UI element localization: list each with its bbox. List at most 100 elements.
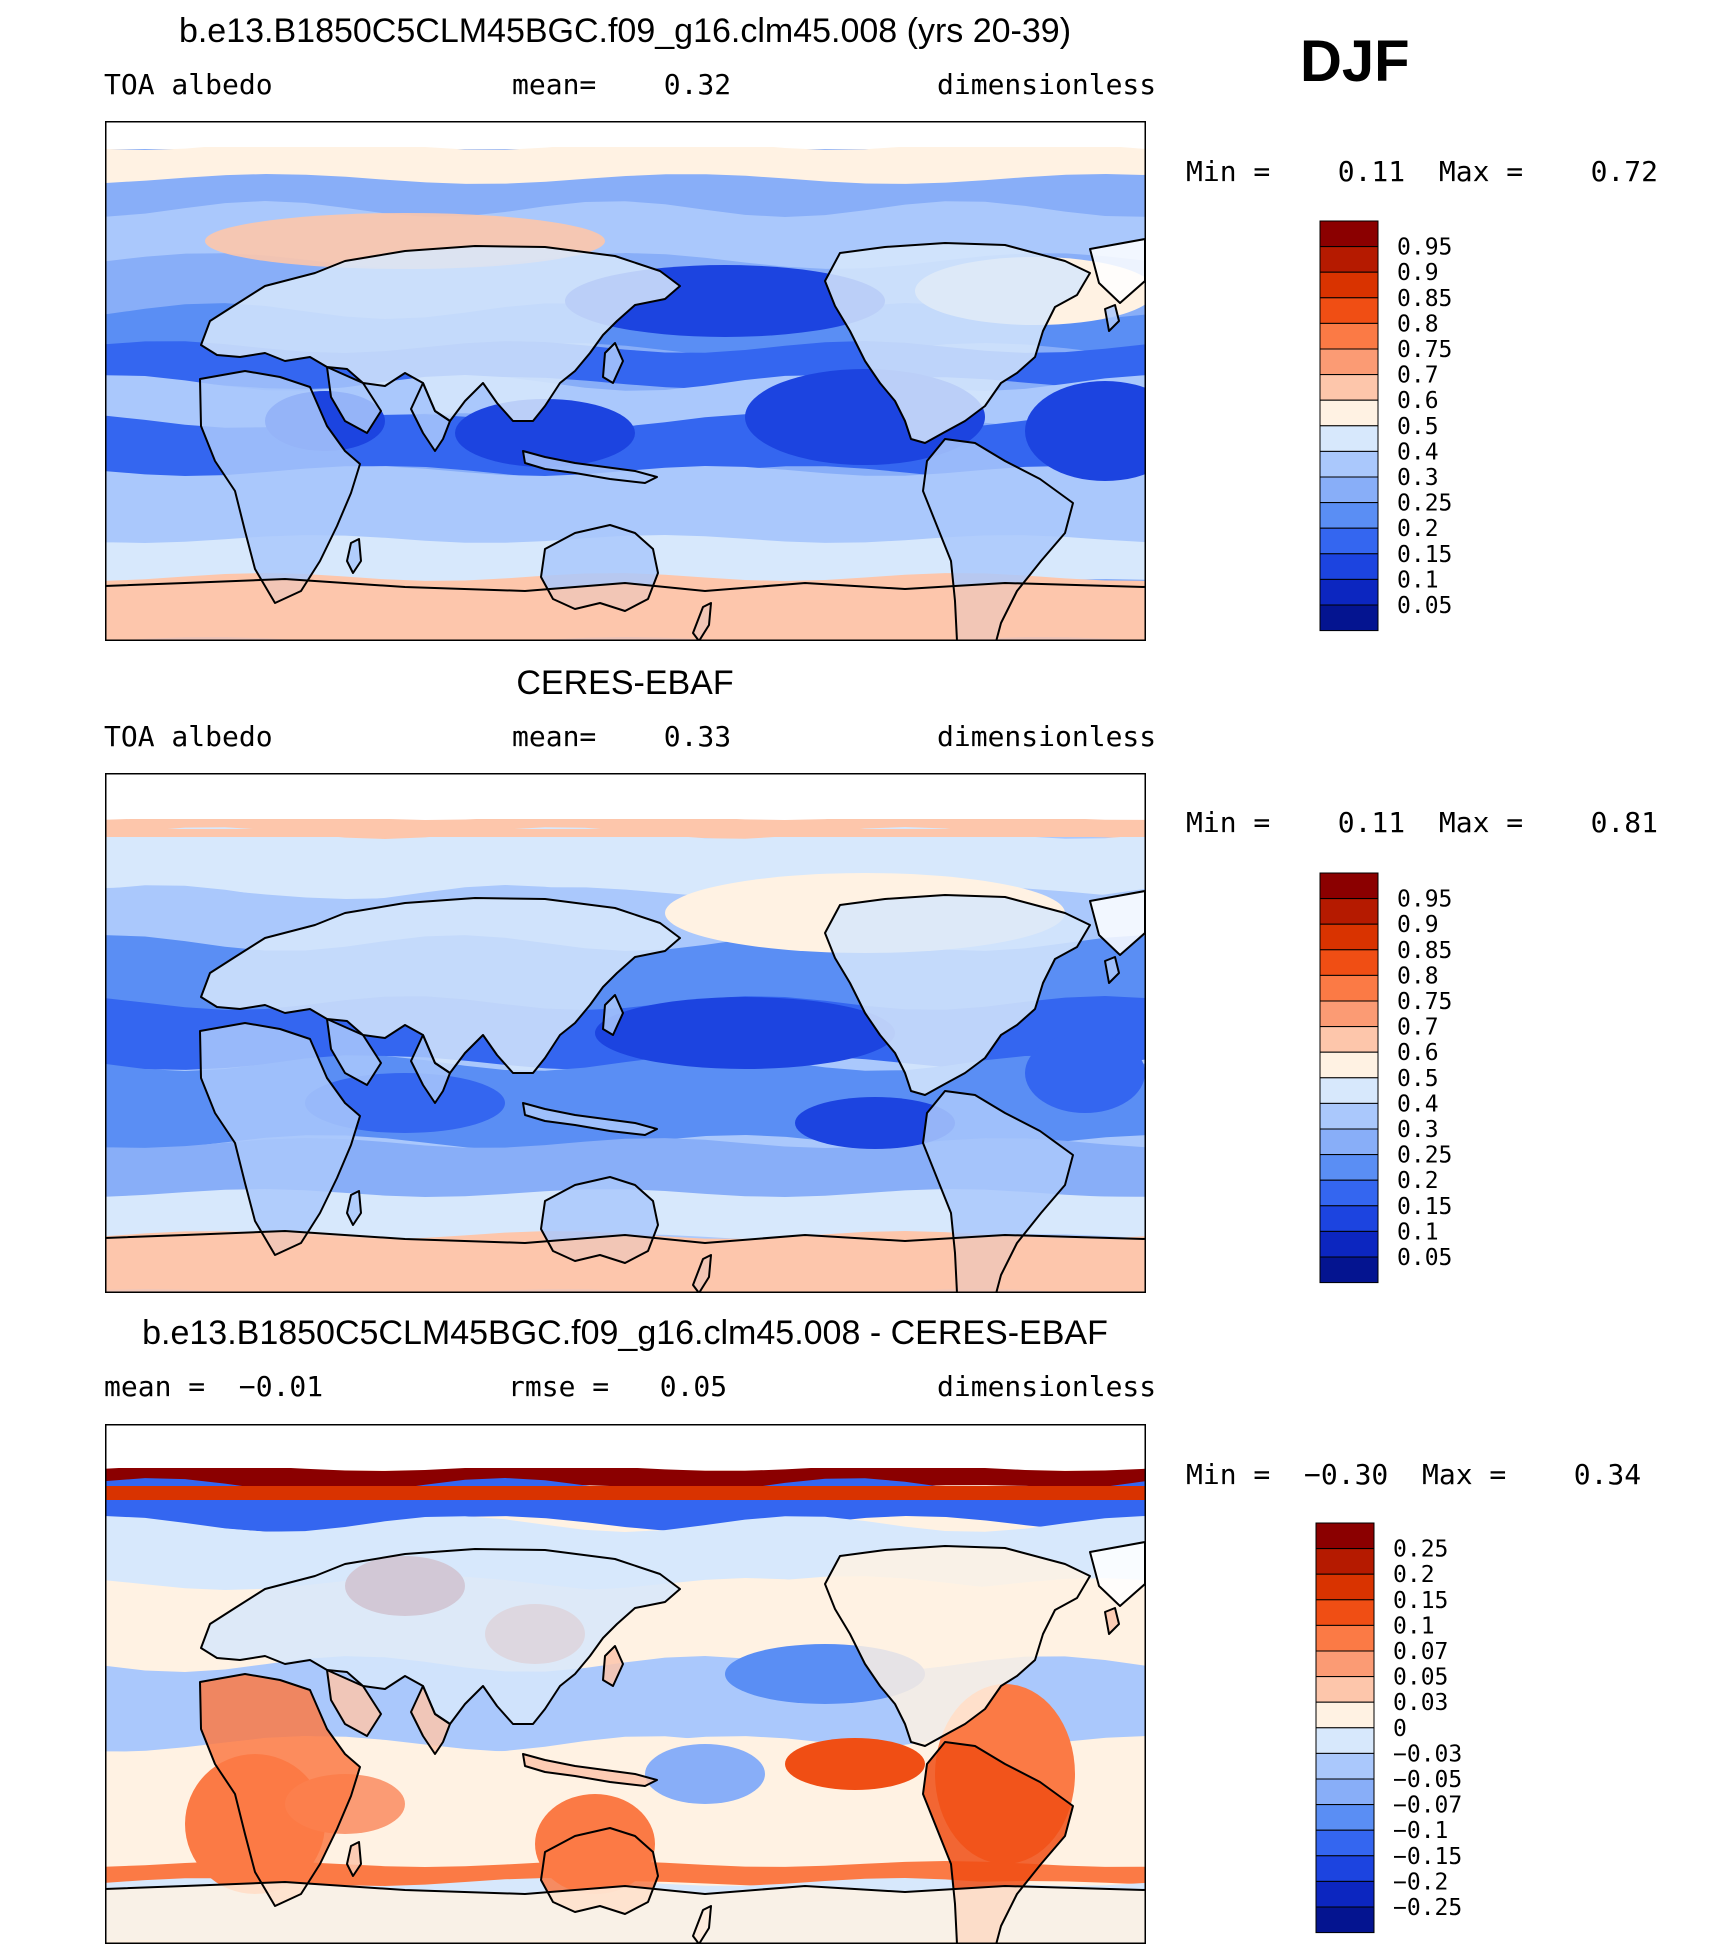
coastline-uk [1104, 304, 1120, 332]
colorbar-label: 0.2 [1397, 516, 1439, 542]
colorbar-box [1319, 297, 1379, 324]
panel-diff-colorbar-svg: 0.250.20.150.10.070.050.030−0.03−0.05−0.… [1315, 1522, 1462, 1934]
colorbar-label: 0.9 [1397, 912, 1439, 938]
colorbar-label: −0.07 [1393, 1793, 1462, 1819]
coastline-antarctica [105, 1880, 1146, 1896]
field-patch [1025, 1033, 1145, 1113]
coastline-australia [540, 1176, 659, 1264]
coastline-nz [692, 602, 712, 641]
coastline-s_america [922, 1090, 1074, 1293]
panel-diff-mean: mean = −0.01 [104, 1370, 324, 1403]
colorbar-box [1319, 604, 1379, 632]
colorbar-box [1319, 374, 1379, 401]
panel-obs-map [105, 773, 1146, 1293]
colorbar-box [1319, 1256, 1379, 1284]
colorbar-box [1315, 1548, 1375, 1575]
colorbar-label: 0.7 [1397, 1015, 1439, 1041]
colorbar-box [1315, 1676, 1375, 1703]
colorbar-box [1319, 450, 1379, 478]
colorbar-label: −0.2 [1393, 1869, 1448, 1895]
colorbar-box [1319, 1000, 1379, 1028]
panel-obs-units: dimensionless [937, 720, 1157, 753]
colorbar-label: 0.75 [1397, 989, 1452, 1015]
colorbar-label: 0 [1393, 1716, 1407, 1742]
colorbar-box [1319, 1128, 1379, 1156]
colorbar-label: 0.3 [1397, 465, 1439, 491]
colorbar-label: 0.2 [1397, 1168, 1439, 1194]
colorbar-label: 0.25 [1397, 491, 1452, 517]
panel-model-minmax: Min = 0.11 Max = 0.72 [1186, 155, 1659, 188]
colorbar-box [1319, 1230, 1379, 1258]
panel-model-colorbar: 0.95 0.9 0.85 0.8 0.75 0.7 0.6 0.5 0.4 0.3 0.25 0.2… [1319, 220, 1460, 635]
coastline-arabia [326, 1018, 382, 1086]
season-label: DJF [1300, 29, 1410, 94]
coastline-australia [540, 524, 659, 612]
colorbar-label: 0.95 [1397, 235, 1452, 261]
coastline-indonesia [522, 450, 658, 484]
colorbar-label: 0.4 [1397, 1091, 1439, 1117]
field-patch [785, 1738, 925, 1790]
panel-model-variable: TOA albedo [104, 68, 273, 101]
panel-diff-colorbar: 0.25 0.2 0.15 0.1 0.07 0.05 0.03 0 −0.03 −0.05 −0.… [1315, 1522, 1462, 1937]
colorbar-label: 0.1 [1397, 1219, 1439, 1245]
panel-model-title: b.e13.B1850C5CLM45BGC.f09_g16.clm45.008 … [178, 12, 1072, 50]
colorbar-box [1319, 1154, 1379, 1181]
colorbar-label: 0.07 [1393, 1639, 1448, 1665]
colorbar-label: 0.4 [1397, 439, 1439, 465]
colorbar-box [1319, 425, 1379, 452]
colorbar-label: 0.15 [1393, 1588, 1448, 1614]
panel-obs-minmax: Min = 0.11 Max = 0.81 [1186, 806, 1659, 839]
coastline-arabia [326, 366, 382, 434]
coastline-antarctica [105, 1229, 1146, 1245]
colorbar-label: 0.05 [1393, 1665, 1448, 1691]
colorbar-box [1319, 527, 1379, 555]
colorbar-box [1319, 1026, 1379, 1053]
panel-obs-title: CERES-EBAF [516, 664, 734, 702]
colorbar-box [1315, 1880, 1375, 1908]
colorbar-box [1315, 1778, 1375, 1806]
coastline-japan [602, 342, 624, 384]
colorbar-box [1319, 348, 1379, 376]
colorbar-label: 0.1 [1393, 1613, 1435, 1639]
panel-obs-variable: TOA albedo [104, 720, 273, 753]
coastline-s_america [922, 1741, 1074, 1944]
field-patch [795, 1097, 955, 1149]
panel-obs-mean: mean= 0.33 [512, 720, 732, 753]
colorbar-box [1319, 553, 1379, 580]
colorbar-box [1315, 1701, 1375, 1729]
coastline-s_america [922, 438, 1074, 641]
panel-obs-colorbar-svg: 0.950.90.850.80.750.70.60.50.40.30.250.2… [1319, 872, 1452, 1284]
colorbar-label: 0.9 [1397, 260, 1439, 286]
coastline-arabia [326, 1669, 382, 1737]
colorbar-box [1319, 399, 1379, 427]
colorbar-box [1315, 1906, 1375, 1934]
colorbar-box [1315, 1752, 1375, 1780]
colorbar-box [1315, 1727, 1375, 1754]
map-frame [105, 773, 1146, 1293]
coastline-uk [1104, 956, 1120, 984]
coastline-n_america [824, 894, 1091, 1096]
panel-model-map [105, 121, 1146, 641]
colorbar-label: −0.05 [1393, 1767, 1462, 1793]
coastline-antarctica [105, 577, 1146, 593]
coastline-australia [540, 1827, 659, 1915]
coastline-uk [1104, 1607, 1120, 1635]
colorbar-box [1319, 1051, 1379, 1079]
panel-model-units: dimensionless [937, 68, 1157, 101]
colorbar-box [1319, 872, 1379, 900]
panel-diff-rmse: rmse = 0.05 [508, 1370, 728, 1403]
colorbar-label: 0.05 [1397, 593, 1452, 619]
colorbar-box [1319, 271, 1379, 299]
colorbar-label: 0.8 [1397, 311, 1439, 337]
map-svg [105, 773, 1146, 1293]
colorbar-box [1315, 1599, 1375, 1626]
colorbar-box [1319, 220, 1379, 248]
coastline-africa [199, 1673, 361, 1907]
field-band [105, 140, 1146, 184]
coastline-nz [692, 1254, 712, 1293]
colorbar-box [1319, 898, 1379, 925]
coastline-n_america [824, 242, 1091, 444]
colorbar-label: 0.15 [1397, 542, 1452, 568]
colorbar-label: 0.75 [1397, 337, 1452, 363]
